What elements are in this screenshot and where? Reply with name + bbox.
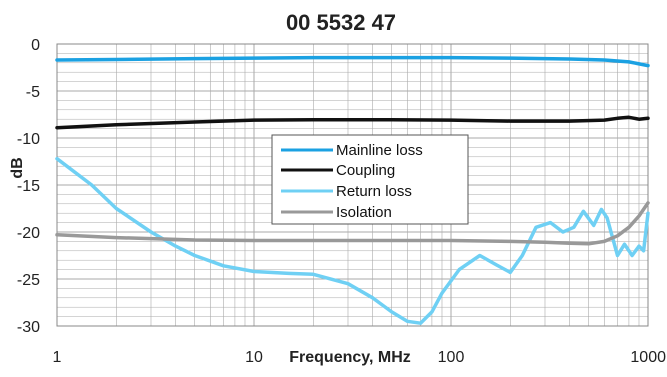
- series-lines: [55, 55, 650, 325]
- x-tick-label: 1000: [630, 349, 666, 366]
- legend-label-coupling: Coupling: [336, 162, 395, 179]
- x-tick-label: 1: [53, 349, 62, 366]
- y-tick-label: -30: [17, 319, 40, 336]
- legend-label-mainline-loss: Mainline loss: [336, 142, 423, 159]
- series-line-mainline-loss: [55, 55, 650, 68]
- y-axis-ticks: 0 -5 -10 -15 -20 -25 -30: [17, 37, 40, 336]
- y-tick-label: -10: [17, 131, 40, 148]
- chart-title: 00 5532 47: [286, 10, 396, 35]
- series-line-return-loss: [55, 156, 650, 325]
- x-tick-label: 10: [245, 349, 263, 366]
- y-tick-label: -5: [26, 84, 40, 101]
- x-axis-label: Frequency, MHz: [289, 349, 411, 366]
- y-tick-label: 0: [31, 37, 40, 54]
- y-tick-label: -20: [17, 225, 40, 242]
- y-tick-label: -15: [17, 178, 40, 195]
- series-line-isolation: [55, 201, 650, 246]
- legend: Mainline loss Coupling Return loss Isola…: [271, 134, 469, 225]
- legend-label-isolation: Isolation: [336, 204, 392, 221]
- x-axis-ticks: 1 10 100 1000: [53, 349, 667, 366]
- x-tick-label: 100: [438, 349, 465, 366]
- legend-label-return-loss: Return loss: [336, 183, 412, 200]
- series-line-coupling: [55, 115, 650, 130]
- y-tick-label: -25: [17, 272, 40, 289]
- y-axis-label: dB: [9, 157, 26, 178]
- plot-area-border: [56, 43, 649, 327]
